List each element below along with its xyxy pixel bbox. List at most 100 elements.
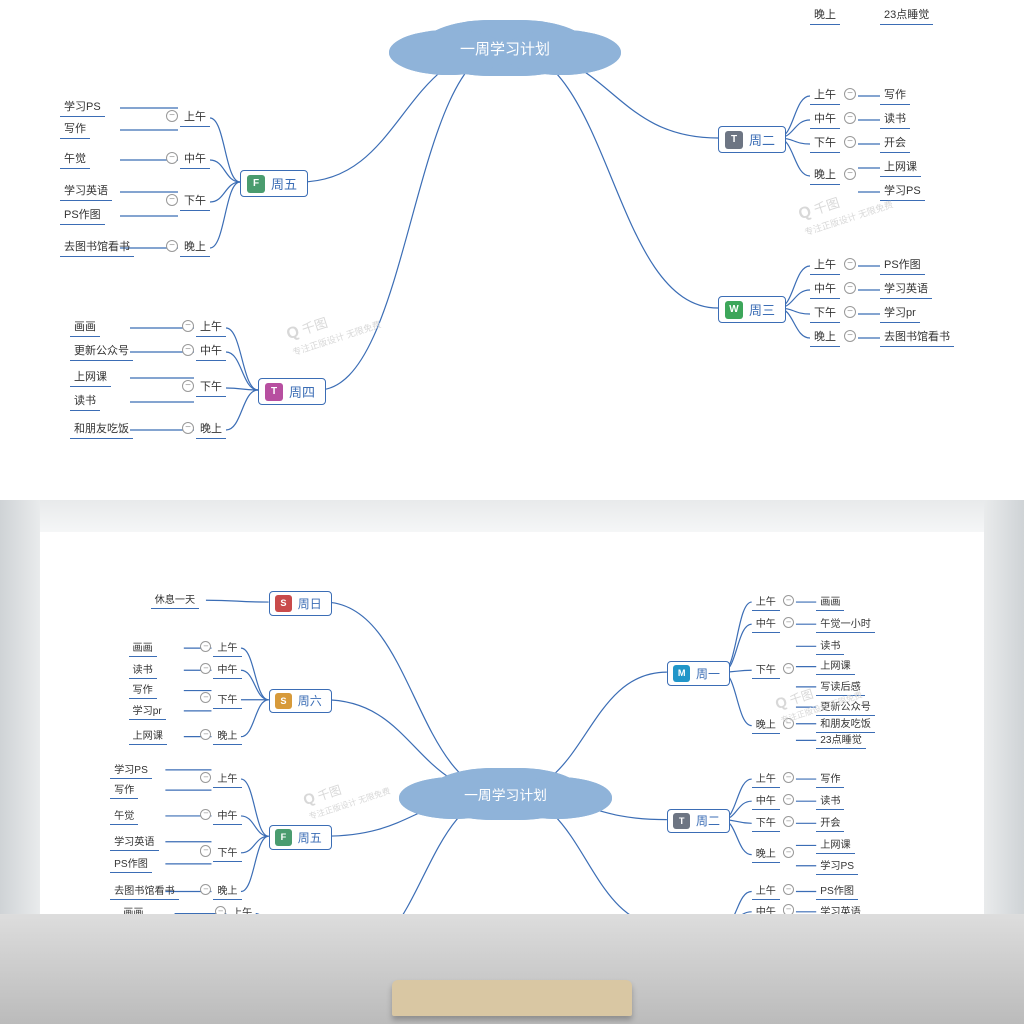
task-item: PS作图 bbox=[110, 855, 152, 873]
collapse-icon[interactable]: − bbox=[166, 240, 178, 252]
watermark: Q 千图专注正版设计 无限免费 bbox=[284, 297, 383, 359]
collapse-icon[interactable]: − bbox=[200, 845, 211, 856]
task-item: 学习PS bbox=[880, 182, 925, 201]
time-slot: 下午 bbox=[180, 192, 210, 211]
time-slot: 中午 bbox=[752, 792, 780, 810]
task-item: 午觉 bbox=[110, 807, 138, 825]
task-item: 写作 bbox=[129, 681, 157, 699]
collapse-icon[interactable]: − bbox=[200, 641, 211, 652]
collapse-icon[interactable]: − bbox=[783, 595, 794, 606]
task-item: 去图书馆看书 bbox=[60, 238, 134, 257]
collapse-icon[interactable]: − bbox=[783, 884, 794, 895]
time-slot: 晚上 bbox=[752, 845, 780, 863]
collapse-icon[interactable]: − bbox=[182, 422, 194, 434]
day-badge: S bbox=[275, 595, 292, 612]
time-slot: 下午 bbox=[810, 134, 840, 153]
collapse-icon[interactable]: − bbox=[166, 194, 178, 206]
collapse-icon[interactable]: − bbox=[166, 110, 178, 122]
time-slot: 晚上 bbox=[752, 716, 780, 734]
time-slot: 下午 bbox=[752, 814, 780, 832]
task-item: 画画 bbox=[70, 318, 100, 337]
time-slot: 下午 bbox=[752, 661, 780, 679]
collapse-icon[interactable]: − bbox=[182, 380, 194, 392]
day-tue[interactable]: T周二 bbox=[718, 126, 786, 153]
collapse-icon[interactable]: − bbox=[783, 663, 794, 674]
task-item: 更新公众号 bbox=[816, 698, 875, 716]
task-item: 午觉一小时 bbox=[816, 615, 875, 633]
task-item: 学习pr bbox=[129, 702, 166, 720]
day-label: 周日 bbox=[298, 595, 322, 612]
task-item: 午觉 bbox=[60, 150, 90, 169]
task-item: 23点睡觉 bbox=[816, 731, 866, 749]
time-slot: 中午 bbox=[180, 150, 210, 169]
collapse-icon[interactable]: − bbox=[200, 663, 211, 674]
collapse-icon[interactable]: − bbox=[844, 258, 856, 270]
time-slot: 上午 bbox=[752, 882, 780, 900]
time-slot: 下午 bbox=[213, 844, 241, 862]
collapse-icon[interactable]: − bbox=[844, 136, 856, 148]
collapse-icon[interactable]: − bbox=[200, 692, 211, 703]
task-item: PS作图 bbox=[816, 882, 858, 900]
collapse-icon[interactable]: − bbox=[844, 306, 856, 318]
collapse-icon[interactable]: − bbox=[783, 718, 794, 729]
day-thu[interactable]: T周四 bbox=[258, 378, 326, 405]
room-ceiling bbox=[0, 500, 1024, 532]
task-item: 学习英语 bbox=[110, 833, 159, 851]
day-wed[interactable]: W周三 bbox=[718, 296, 786, 323]
task-item: 学习PS bbox=[816, 857, 858, 875]
collapse-icon[interactable]: − bbox=[844, 330, 856, 342]
collapse-icon[interactable]: − bbox=[200, 809, 211, 820]
time-slot: 上午 bbox=[810, 86, 840, 105]
task-item: 画画 bbox=[816, 593, 844, 611]
day-sun[interactable]: S 周日 bbox=[269, 591, 332, 616]
time-slot: 上午 bbox=[196, 318, 226, 337]
task-item: 写作 bbox=[816, 770, 844, 788]
collapse-icon[interactable]: − bbox=[783, 772, 794, 783]
collapse-icon[interactable]: − bbox=[783, 847, 794, 858]
task-item: 上网课 bbox=[129, 727, 167, 745]
time-slot: 上午 bbox=[180, 108, 210, 127]
task-item: 上网课 bbox=[70, 368, 111, 387]
collapse-icon[interactable]: − bbox=[844, 88, 856, 100]
time-slot: 上午 bbox=[752, 593, 780, 611]
day-tue[interactable]: T周二 bbox=[667, 809, 730, 834]
collapse-icon[interactable]: − bbox=[844, 282, 856, 294]
task-item: 上网课 bbox=[880, 158, 921, 177]
time-slot: 中午 bbox=[810, 280, 840, 299]
day-label: 周二 bbox=[749, 130, 775, 149]
task-item: 读书 bbox=[816, 637, 844, 655]
task-item: 画画 bbox=[129, 639, 157, 657]
collapse-icon[interactable]: − bbox=[844, 168, 856, 180]
task-item: 休息一天 bbox=[151, 591, 200, 609]
collapse-icon[interactable]: − bbox=[182, 344, 194, 356]
room-table bbox=[392, 980, 632, 1016]
task-item: 写作 bbox=[60, 120, 90, 139]
day-badge: T bbox=[265, 383, 283, 401]
center-title: 一周学习计划 bbox=[460, 38, 550, 59]
day-fri[interactable]: F周五 bbox=[240, 170, 308, 197]
collapse-icon[interactable]: − bbox=[783, 617, 794, 628]
task-item: 学习PS bbox=[110, 761, 152, 779]
collapse-icon[interactable]: − bbox=[182, 320, 194, 332]
mindmap-panel-bottom: 一周学习计划M周一上午−中午−下午−晚上−画画午觉一小时读书上网课写读后感更新公… bbox=[40, 532, 984, 930]
day-label: 周三 bbox=[749, 300, 775, 319]
day-sat[interactable]: S周六 bbox=[269, 689, 332, 714]
time-slot: 下午 bbox=[213, 691, 241, 709]
collapse-icon[interactable]: − bbox=[200, 729, 211, 740]
time-slot: 下午 bbox=[196, 378, 226, 397]
day-label: 周二 bbox=[696, 812, 720, 829]
collapse-icon[interactable]: − bbox=[783, 794, 794, 805]
task-item: 学习英语 bbox=[880, 280, 932, 299]
time-slot: 中午 bbox=[213, 807, 241, 825]
day-badge: M bbox=[673, 665, 690, 682]
day-fri[interactable]: F周五 bbox=[269, 825, 332, 850]
collapse-icon[interactable]: − bbox=[200, 772, 211, 783]
collapse-icon[interactable]: − bbox=[844, 112, 856, 124]
collapse-icon[interactable]: − bbox=[783, 816, 794, 827]
time-slot: 晚上 bbox=[810, 166, 840, 185]
time-slot: 中午 bbox=[213, 661, 241, 679]
collapse-icon[interactable]: − bbox=[166, 152, 178, 164]
room-frame-right bbox=[984, 500, 1024, 914]
collapse-icon[interactable]: − bbox=[200, 884, 211, 895]
day-mon[interactable]: M周一 bbox=[667, 661, 730, 686]
